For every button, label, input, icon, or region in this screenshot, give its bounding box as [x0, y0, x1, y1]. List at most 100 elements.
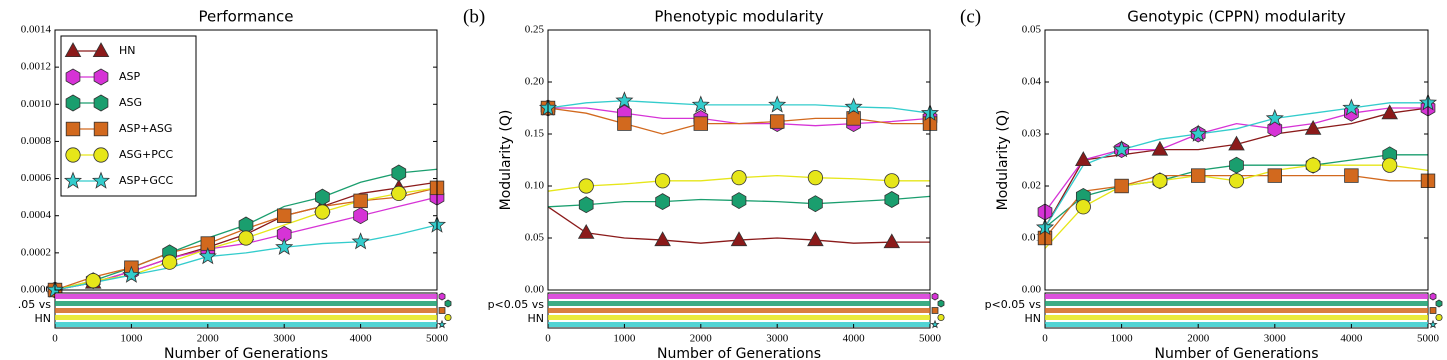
- marker: [1265, 108, 1284, 127]
- significance-bar: [55, 294, 437, 299]
- x-tick-label: 4000: [350, 333, 373, 345]
- x-tick-label: 2000: [197, 333, 220, 345]
- marker: [655, 193, 670, 211]
- significance-bar: [55, 301, 437, 306]
- y-tick-label: 0.0004: [21, 209, 52, 221]
- y-tick-label: 0.0010: [21, 98, 52, 110]
- marker: [1305, 157, 1321, 173]
- marker: [93, 147, 109, 163]
- marker: [198, 247, 217, 265]
- y-tick-label: 0.0006: [21, 172, 52, 184]
- marker: [444, 299, 452, 308]
- significance-label: p<0.05 vs: [985, 298, 1042, 311]
- plot-frame: [1044, 29, 1429, 291]
- marker: [578, 196, 594, 214]
- marker: [92, 42, 110, 57]
- marker: [1075, 151, 1092, 167]
- x-tick-label: 1000: [1111, 333, 1134, 345]
- marker: [353, 207, 368, 225]
- marker: [730, 231, 748, 247]
- marker: [884, 191, 900, 208]
- marker: [846, 111, 861, 126]
- chart-title: Phenotypic modularity: [654, 8, 823, 26]
- legend-label: ASP+ASG: [119, 122, 172, 135]
- marker: [1152, 173, 1168, 189]
- marker: [1344, 168, 1359, 183]
- marker: [768, 95, 787, 113]
- y-tick-label: 0.00: [1022, 284, 1042, 296]
- marker: [1429, 307, 1437, 314]
- significance-bar: [55, 308, 437, 313]
- marker: [1114, 178, 1129, 194]
- series-line: [547, 107, 930, 135]
- plot-area: [548, 30, 930, 290]
- marker: [391, 185, 407, 202]
- marker: [238, 230, 254, 246]
- x-tick-label: 4000: [1340, 333, 1363, 345]
- chart-title: Genotypic (CPPN) modularity: [1127, 8, 1346, 26]
- marker: [654, 231, 671, 247]
- marker: [930, 319, 940, 329]
- y-tick-label: 0.00: [525, 284, 545, 296]
- x-tick-label: 3000: [766, 333, 789, 345]
- marker: [731, 192, 747, 210]
- legend-label: ASG: [119, 96, 142, 109]
- significance-bar: [1045, 294, 1428, 299]
- significance-bar: [1045, 308, 1428, 313]
- y-tick-label: 0.05: [525, 232, 545, 244]
- marker: [577, 223, 595, 239]
- significance-label: .05 vs: [18, 298, 52, 311]
- x-tick-label: 2000: [1187, 333, 1210, 345]
- legend-box: [60, 35, 197, 197]
- significance-bar: [548, 301, 930, 306]
- marker: [1435, 313, 1443, 322]
- marker: [1151, 140, 1169, 156]
- y-tick-label: 0.03: [1022, 128, 1042, 140]
- y-tick-label: 0.0000: [21, 284, 52, 296]
- marker: [276, 208, 292, 223]
- significance-bar: [55, 322, 437, 327]
- x-tick-label: 4000: [843, 333, 866, 345]
- x-tick-label: 3000: [273, 333, 296, 345]
- marker: [931, 307, 939, 314]
- marker: [578, 178, 594, 194]
- y-axis-label: Modularity (Q): [995, 110, 1011, 211]
- marker: [1382, 157, 1398, 173]
- x-tick-label: 5000: [919, 333, 942, 345]
- y-tick-label: 0.0008: [21, 135, 52, 147]
- y-tick-label: 0.0002: [21, 246, 51, 258]
- marker: [1304, 119, 1322, 135]
- panel-label: (c): [960, 6, 981, 27]
- significance-label: HN: [1025, 312, 1042, 325]
- marker: [1229, 156, 1244, 174]
- chart-title: Performance: [198, 8, 293, 26]
- x-tick-label: 3000: [1264, 333, 1287, 345]
- significance-label: p<0.05 vs: [488, 298, 545, 311]
- y-tick-label: 0.0014: [21, 24, 52, 36]
- marker: [1381, 104, 1398, 120]
- marker: [883, 233, 901, 249]
- series-line: [1044, 102, 1428, 228]
- marker: [1428, 319, 1438, 329]
- x-axis-label: Number of Generations: [164, 346, 328, 360]
- marker: [808, 195, 823, 213]
- marker: [731, 170, 747, 186]
- marker: [1228, 135, 1245, 151]
- marker: [937, 313, 945, 322]
- marker: [1435, 299, 1443, 308]
- y-tick-label: 0.15: [525, 128, 545, 140]
- significance-bar: [548, 322, 930, 327]
- y-tick-label: 0.04: [1022, 76, 1042, 88]
- x-tick-label: 1000: [613, 333, 636, 345]
- marker: [65, 94, 81, 112]
- legend-label: ASP: [119, 70, 141, 83]
- marker: [93, 94, 109, 112]
- plot-frame: [54, 29, 438, 291]
- y-tick-label: 0.25: [525, 24, 545, 36]
- series-line: [54, 224, 438, 291]
- marker: [351, 232, 370, 250]
- marker: [437, 319, 447, 329]
- marker: [63, 171, 83, 189]
- plot-frame: [547, 29, 931, 291]
